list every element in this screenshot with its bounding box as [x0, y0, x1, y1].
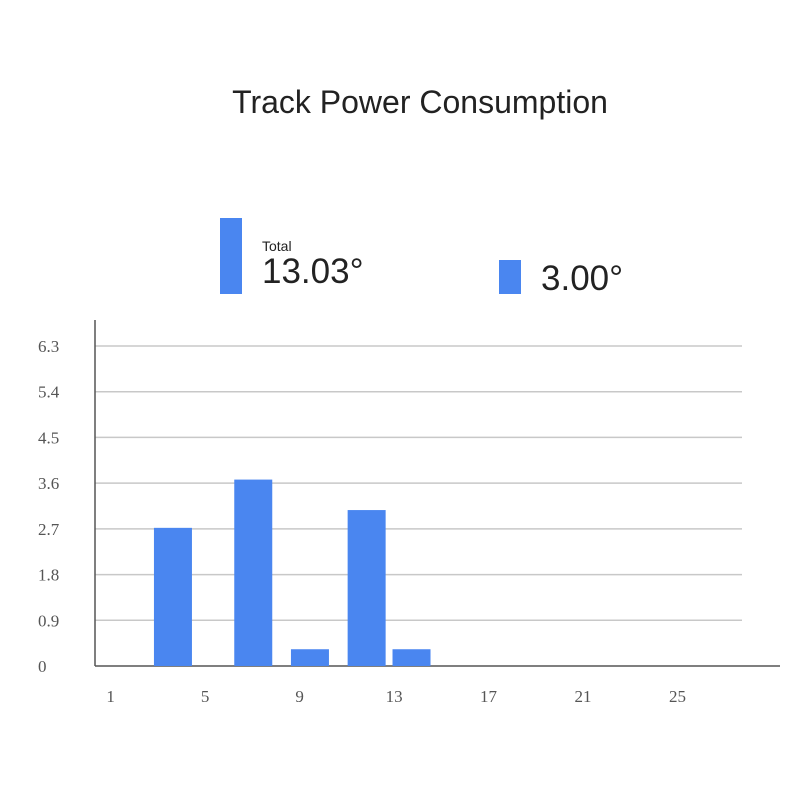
bar: [392, 649, 431, 666]
y-tick-label: 4.5: [38, 428, 59, 447]
y-tick-label: 2.7: [38, 520, 60, 539]
x-tick-label: 5: [201, 687, 210, 706]
x-tick-label: 21: [575, 687, 592, 706]
legend-total-value: 13.03°: [262, 252, 364, 291]
y-tick-label: 0: [38, 657, 47, 676]
y-tick-label: 1.8: [38, 566, 59, 585]
x-tick-label: 1: [106, 687, 115, 706]
legend-current-swatch: [499, 260, 521, 294]
x-tick-label: 9: [295, 687, 304, 706]
chart-title: Track Power Consumption: [232, 84, 608, 120]
bar: [153, 527, 192, 666]
bar: [290, 649, 329, 666]
y-tick-label: 6.3: [38, 337, 59, 356]
x-tick-label: 13: [386, 687, 403, 706]
bar: [234, 479, 273, 666]
y-tick-label: 0.9: [38, 611, 59, 630]
y-tick-label: 3.6: [38, 474, 59, 493]
x-tick-label: 25: [669, 687, 686, 706]
legend-total-label: Total: [262, 238, 292, 254]
bar: [347, 510, 386, 666]
legend-current-value: 3.00°: [541, 259, 624, 298]
legend-total-swatch: [220, 218, 242, 294]
x-tick-label: 17: [480, 687, 498, 706]
y-tick-label: 5.4: [38, 383, 60, 402]
